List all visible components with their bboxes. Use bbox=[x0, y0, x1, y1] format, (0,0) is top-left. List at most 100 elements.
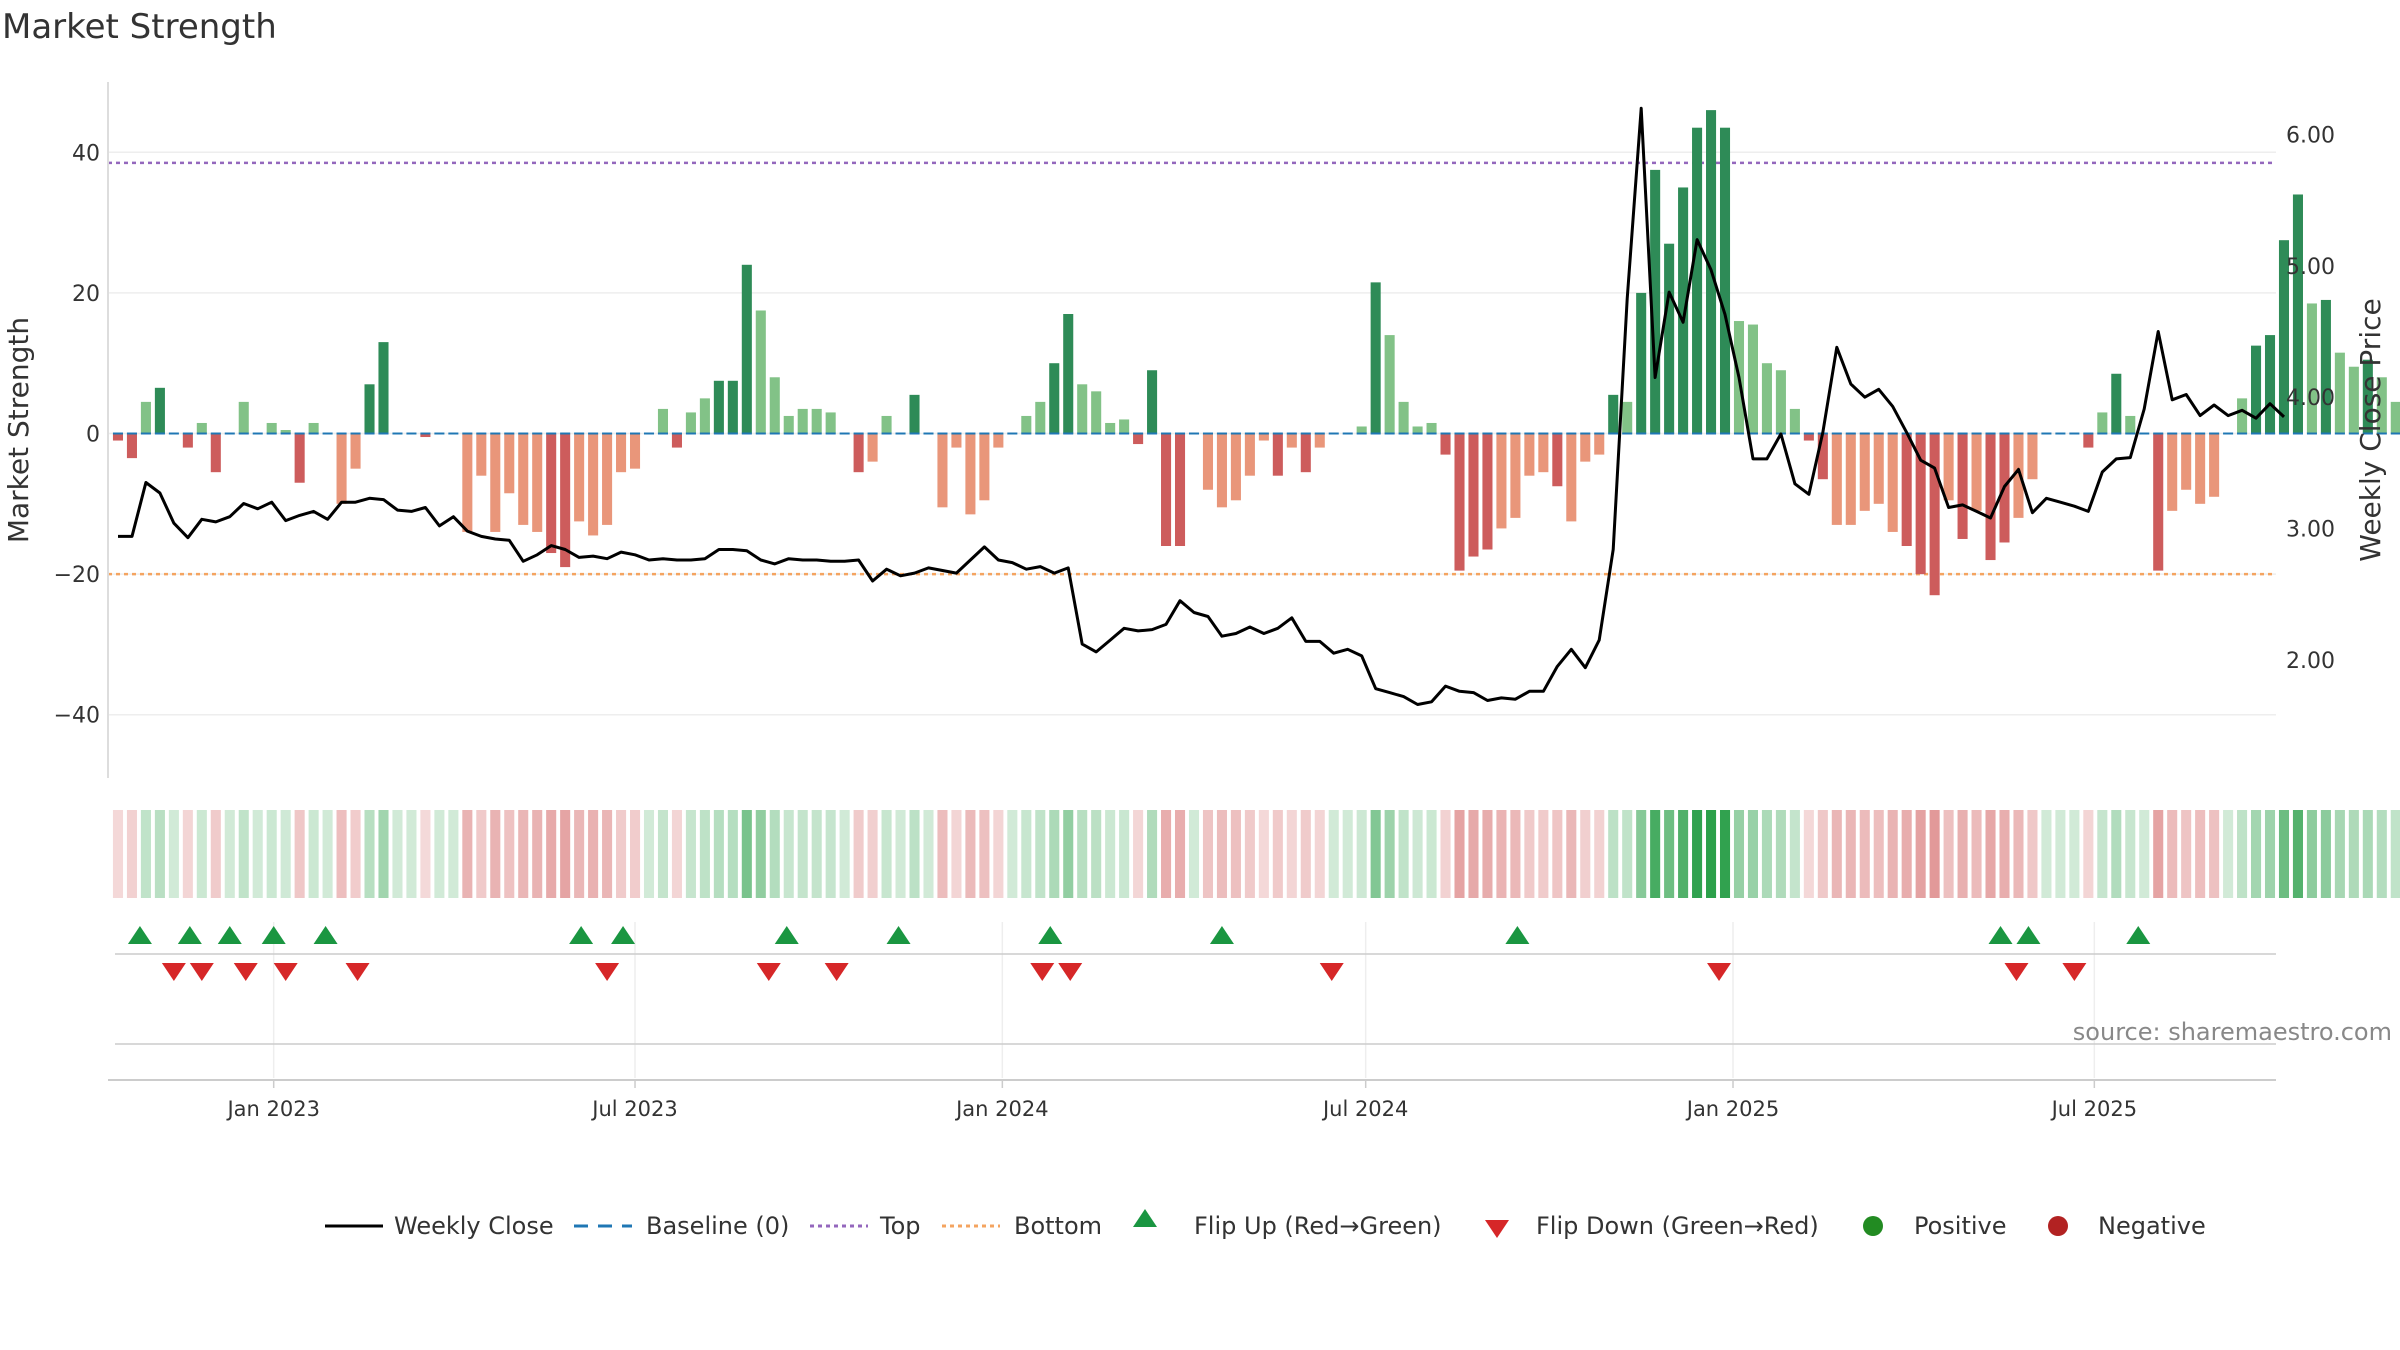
flip-down-marker bbox=[1030, 963, 1055, 981]
strength-heat-strip bbox=[112, 810, 2400, 898]
heat-cell bbox=[965, 810, 976, 898]
flip-down-marker bbox=[2004, 963, 2029, 981]
heat-cell bbox=[699, 810, 710, 898]
flip-up-marker bbox=[569, 926, 594, 944]
heat-cell bbox=[2027, 810, 2038, 898]
x-tick-label: Jul 2023 bbox=[590, 1097, 677, 1121]
heat-cell bbox=[825, 810, 836, 898]
strength-bar bbox=[1230, 433, 1241, 501]
strength-bar bbox=[2027, 433, 2038, 480]
strength-bar bbox=[154, 387, 165, 434]
strength-bar bbox=[727, 380, 738, 434]
heat-cell bbox=[308, 810, 319, 898]
heat-cell bbox=[1314, 810, 1325, 898]
heat-cell bbox=[1552, 810, 1563, 898]
heat-cell bbox=[1510, 810, 1521, 898]
heat-cell bbox=[2097, 810, 2108, 898]
heat-cell bbox=[1538, 810, 1549, 898]
heat-cell bbox=[1161, 810, 1172, 898]
heat-cell bbox=[322, 810, 333, 898]
heat-cell bbox=[574, 810, 585, 898]
strength-bar bbox=[126, 433, 137, 459]
strength-bar bbox=[1454, 433, 1465, 571]
legend-positive: Positive bbox=[1914, 1212, 2007, 1240]
heat-cell bbox=[1021, 810, 1032, 898]
strength-bar bbox=[2083, 433, 2094, 448]
heat-cell bbox=[546, 810, 557, 898]
heat-cell bbox=[2167, 810, 2178, 898]
strength-bar bbox=[462, 433, 473, 532]
strength-bar bbox=[713, 380, 724, 434]
heat-cell bbox=[504, 810, 515, 898]
y2-tick-label: 6.00 bbox=[2286, 124, 2335, 149]
x-tick-label: Jul 2025 bbox=[2050, 1097, 2137, 1121]
heat-cell bbox=[1943, 810, 1954, 898]
flip-up-marker bbox=[2016, 926, 2041, 944]
heat-cell bbox=[1300, 810, 1311, 898]
strength-bar bbox=[1049, 363, 1060, 434]
strength-bar bbox=[1216, 433, 1227, 508]
strength-bar bbox=[1510, 433, 1521, 518]
heat-cell bbox=[2083, 810, 2094, 898]
legend-baseline: Baseline (0) bbox=[646, 1212, 789, 1240]
heat-cell bbox=[560, 810, 571, 898]
heat-cell bbox=[1817, 810, 1828, 898]
heat-cell bbox=[168, 810, 179, 898]
y2-tick-label: 4.00 bbox=[2286, 386, 2335, 411]
heat-cell bbox=[1230, 810, 1241, 898]
heat-cell bbox=[1356, 810, 1367, 898]
heat-cell bbox=[1650, 810, 1661, 898]
chart-title: Market Strength bbox=[2, 7, 277, 47]
strength-bar bbox=[2278, 240, 2290, 434]
strength-bar bbox=[1524, 433, 1535, 476]
strength-bar bbox=[1091, 391, 1102, 434]
heat-cell bbox=[2334, 810, 2345, 898]
heat-cell bbox=[1049, 810, 1060, 898]
strength-bar bbox=[1174, 433, 1186, 546]
strength-bar bbox=[518, 433, 529, 525]
heat-cell bbox=[1524, 810, 1535, 898]
legend-flip-up-swatch bbox=[1133, 1209, 1157, 1227]
weekly-close-line bbox=[118, 106, 2286, 706]
heat-cell bbox=[476, 810, 487, 898]
heat-cell bbox=[1398, 810, 1409, 898]
strength-bar bbox=[182, 433, 193, 448]
legend-flip-down-swatch bbox=[1485, 1220, 1509, 1238]
heat-cell bbox=[1747, 810, 1758, 898]
heat-cell bbox=[839, 810, 850, 898]
strength-bar bbox=[1608, 394, 1619, 434]
strength-bar bbox=[2334, 352, 2345, 434]
strength-bar bbox=[336, 433, 347, 504]
heat-cell bbox=[769, 810, 780, 898]
strength-bar bbox=[1440, 433, 1451, 455]
strength-bar bbox=[1678, 187, 1689, 434]
legend-top: Top bbox=[879, 1212, 921, 1240]
heat-cell bbox=[448, 810, 459, 898]
strength-bar bbox=[1594, 433, 1605, 455]
x-tick-label: Jul 2024 bbox=[1321, 1097, 1408, 1121]
legend-negative-swatch bbox=[2048, 1216, 2068, 1236]
strength-bar bbox=[1119, 419, 1130, 434]
strength-bar bbox=[2348, 366, 2359, 434]
strength-bar bbox=[1161, 433, 1172, 546]
heat-cell bbox=[979, 810, 990, 898]
strength-bar bbox=[1747, 324, 1758, 434]
heat-cell bbox=[1971, 810, 1982, 898]
flip-down-marker bbox=[756, 963, 781, 981]
strength-bar bbox=[308, 422, 319, 434]
strength-bar bbox=[1412, 426, 1423, 434]
flip-down-marker bbox=[595, 963, 620, 981]
heat-cell bbox=[1706, 810, 1717, 898]
heat-cell bbox=[1845, 810, 1856, 898]
strength-bar bbox=[616, 433, 627, 473]
strength-bar bbox=[1761, 363, 1772, 434]
heat-cell bbox=[1370, 810, 1381, 898]
heat-cell bbox=[867, 810, 878, 898]
strength-bar bbox=[294, 433, 305, 483]
heat-cell bbox=[210, 810, 221, 898]
strength-bar bbox=[1384, 335, 1395, 434]
y2-tick-label: 5.00 bbox=[2286, 255, 2335, 280]
flip-up-marker bbox=[1209, 926, 1234, 944]
strength-bar bbox=[685, 412, 696, 434]
heat-cell bbox=[1384, 810, 1395, 898]
